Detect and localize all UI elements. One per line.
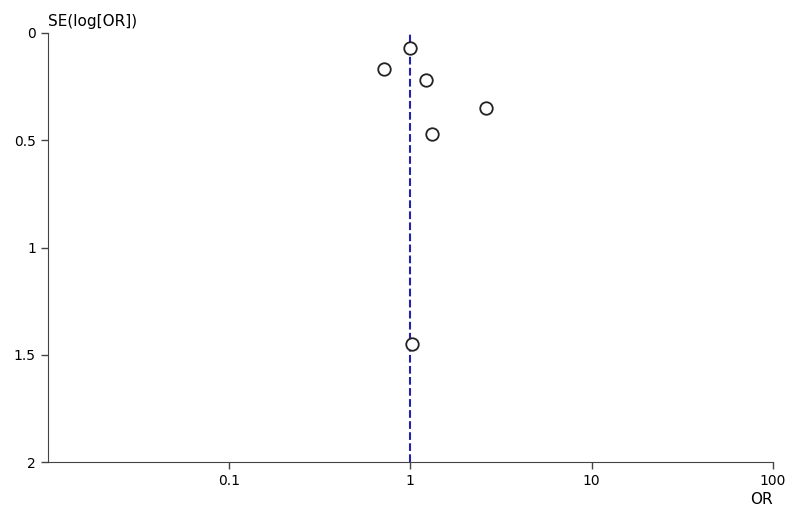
Point [406,340,418,348]
Text: OR: OR [750,492,773,507]
Point [426,130,438,138]
Point [378,65,391,74]
Point [419,76,432,84]
Text: SE(log[OR]): SE(log[OR]) [48,13,137,29]
Point [404,44,417,52]
Point [479,104,492,112]
